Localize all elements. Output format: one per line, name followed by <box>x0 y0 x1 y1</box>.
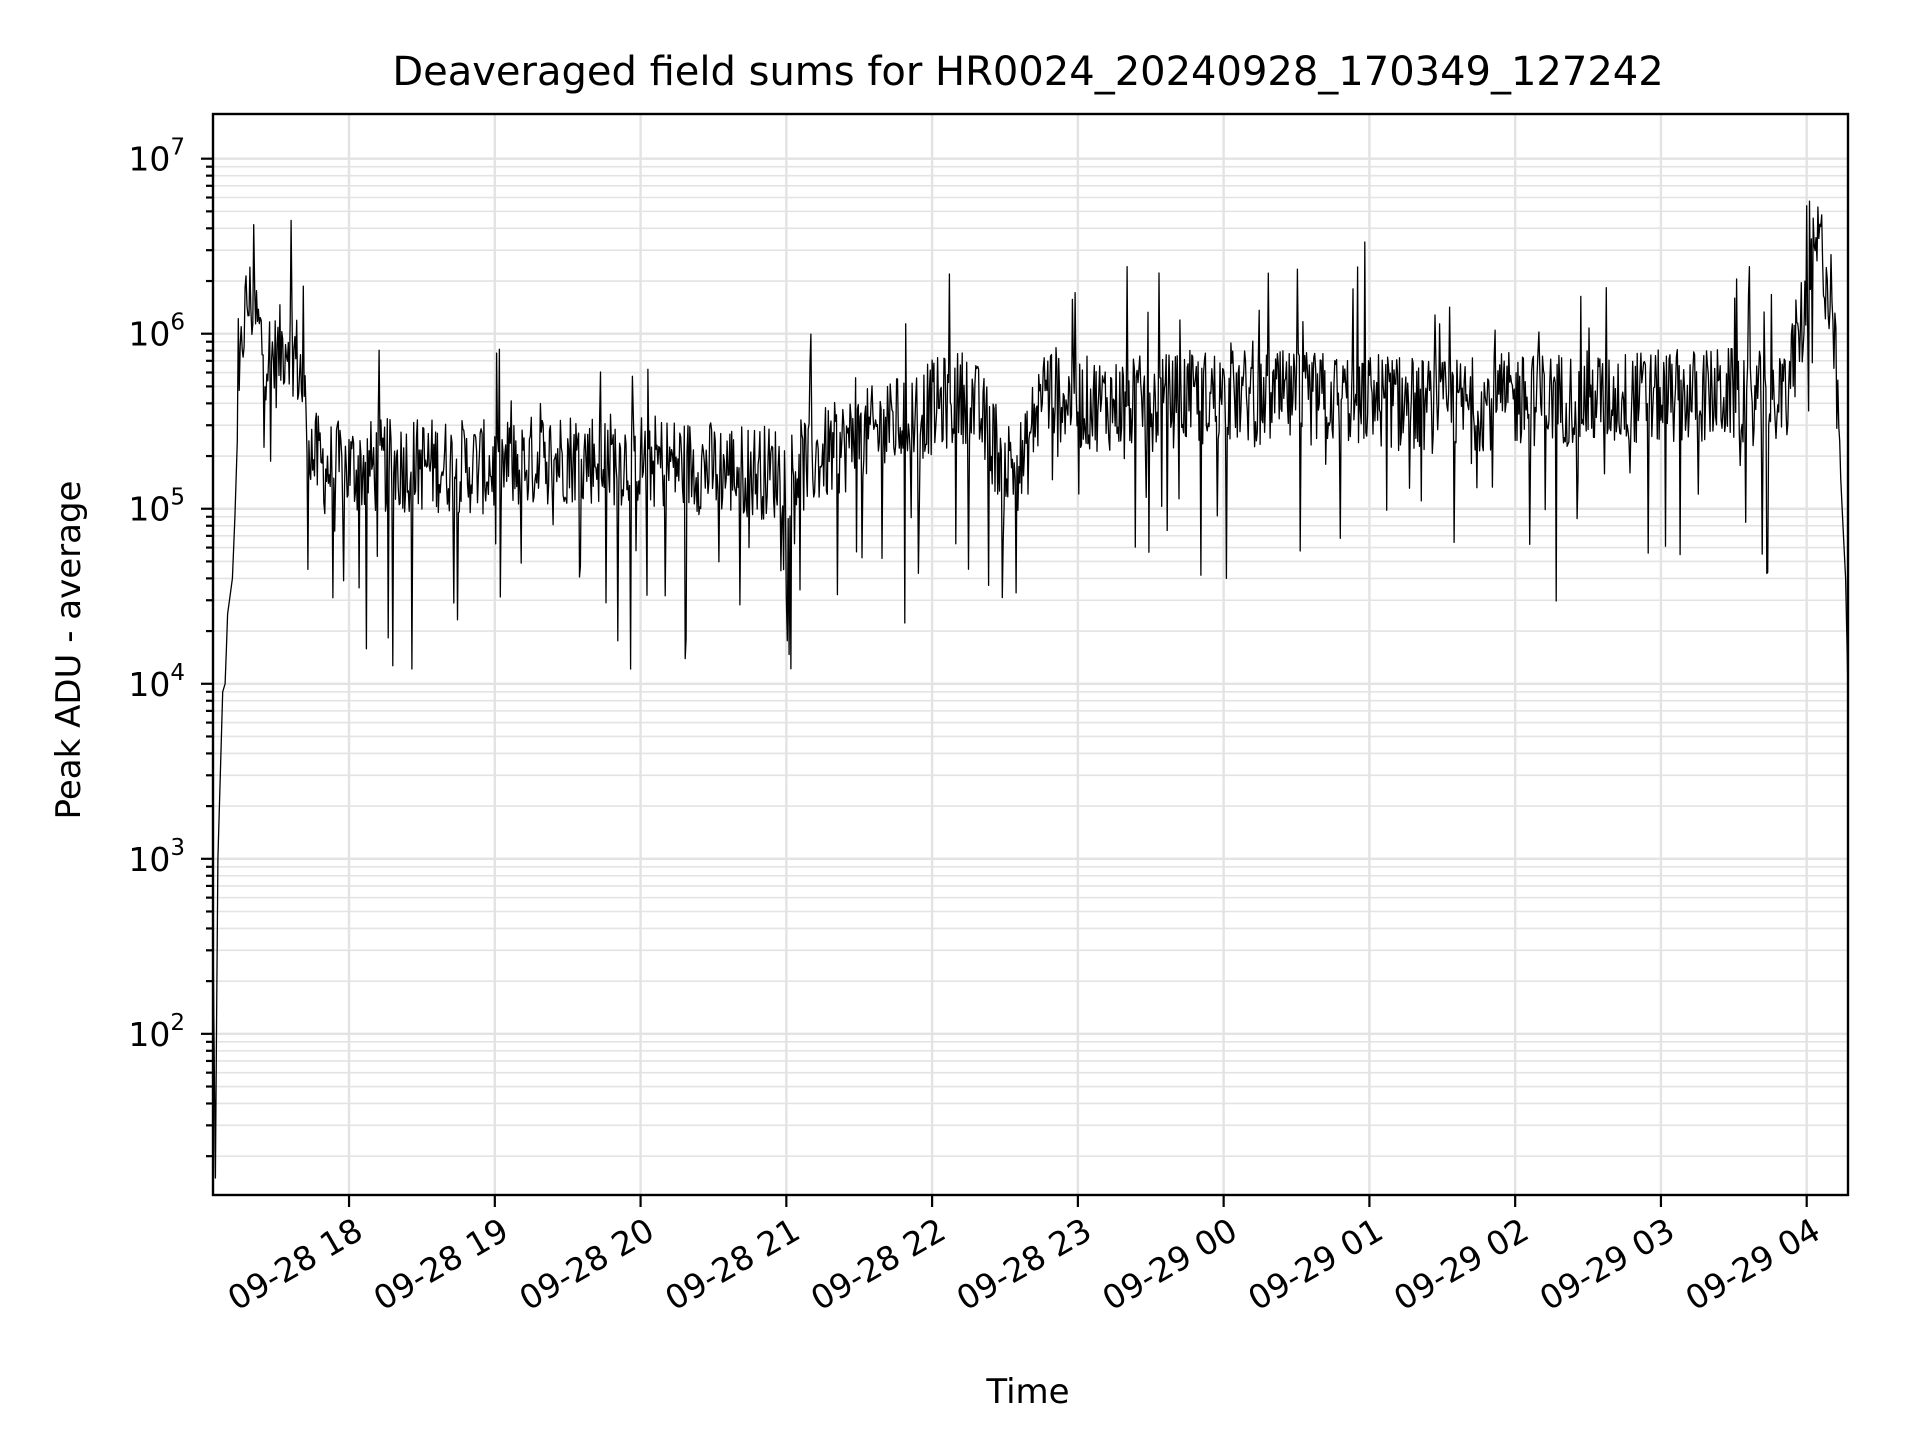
y-tick-label-exponent: 7 <box>170 135 185 161</box>
y-tick-label: 105 <box>128 485 185 529</box>
data-series <box>212 200 1849 1179</box>
series-line <box>212 200 1849 1179</box>
y-tick-label-base: 10 <box>128 315 170 354</box>
y-tick-label: 107 <box>128 135 185 179</box>
y-tick-label-base: 10 <box>128 665 170 704</box>
chart-title: Deaveraged field sums for HR0024_2024092… <box>392 49 1663 95</box>
y-tick-label-base: 10 <box>128 140 170 179</box>
y-tick-label-exponent: 5 <box>170 485 185 511</box>
y-tick-label: 106 <box>128 310 185 354</box>
y-tick-label-exponent: 2 <box>170 1010 185 1036</box>
y-tick-label: 103 <box>128 835 185 879</box>
y-tick-label-base: 10 <box>128 490 170 529</box>
y-tick-label-exponent: 6 <box>170 310 185 336</box>
y-axis-label: Peak ADU - average <box>49 481 89 820</box>
plot-frame <box>211 112 1850 1197</box>
y-tick-label-base: 10 <box>128 1015 170 1054</box>
y-tick-label-exponent: 4 <box>170 660 185 686</box>
y-tick-label: 102 <box>128 1010 185 1054</box>
y-tick-label-base: 10 <box>128 840 170 879</box>
y-tick-label-exponent: 3 <box>170 835 185 861</box>
x-axis-label: Time <box>985 1372 1069 1412</box>
y-tick-label: 104 <box>128 660 185 704</box>
